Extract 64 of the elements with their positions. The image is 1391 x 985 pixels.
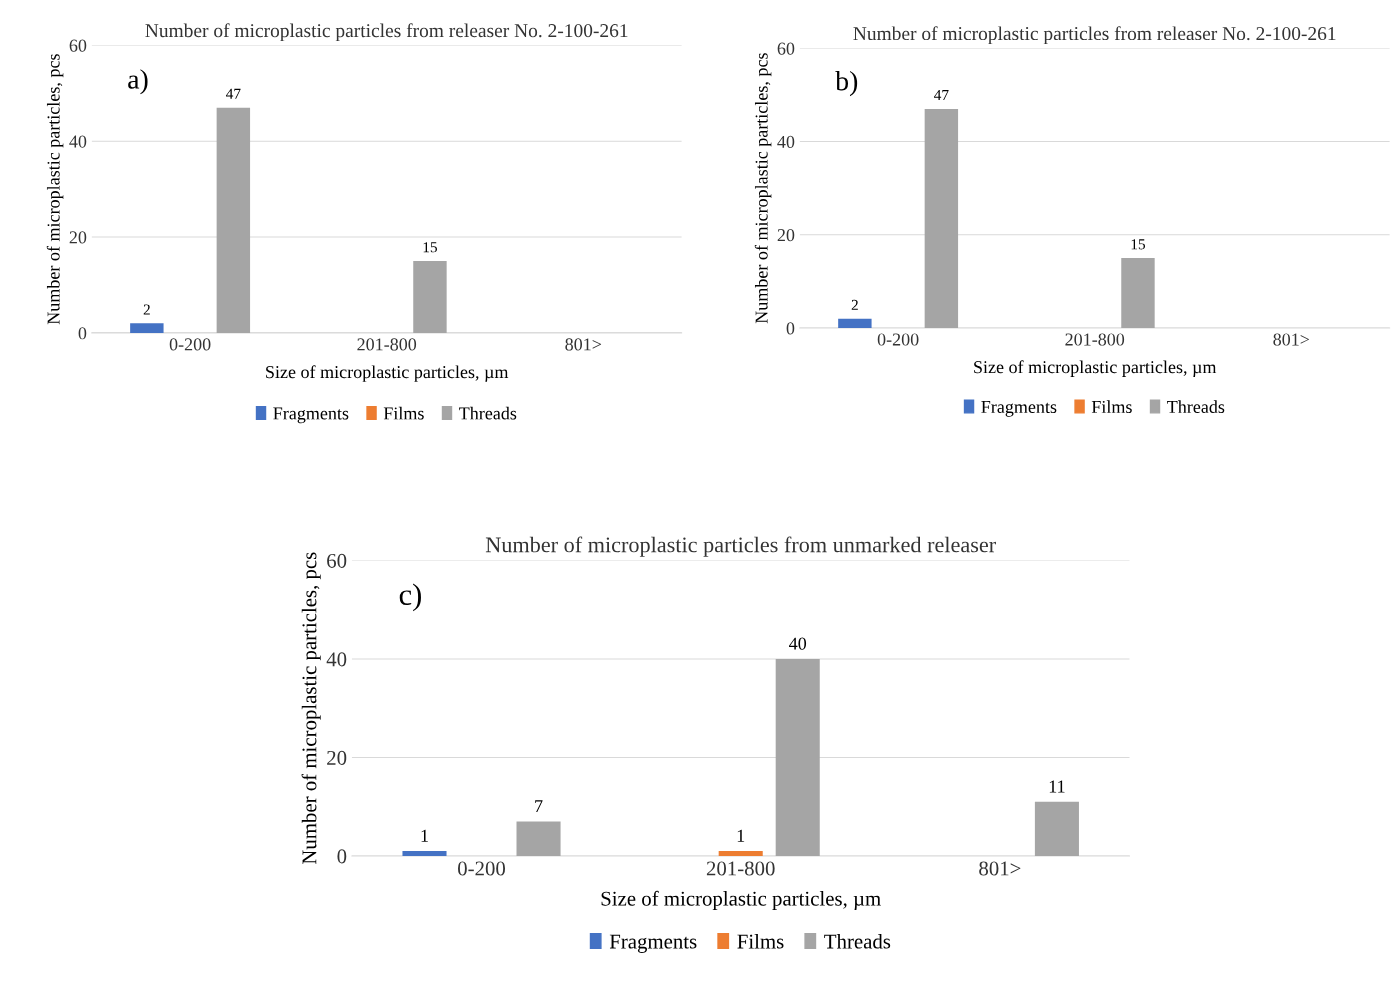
x-tick-label: 0-200 <box>458 861 506 876</box>
x-axis-title: Size of microplastic particles, µm <box>974 360 1217 377</box>
x-tick-label: 801> <box>1273 333 1310 346</box>
bar <box>775 658 820 856</box>
y-tick-label: 0 <box>337 849 347 864</box>
bar <box>1034 801 1079 856</box>
bar <box>130 323 164 333</box>
data-label: 1 <box>421 829 428 842</box>
bar <box>718 851 763 856</box>
x-tick-label: 201-800 <box>357 338 417 351</box>
annotation: b) <box>835 70 858 97</box>
data-label: 47 <box>226 88 241 99</box>
chart-title: Number of microplastic particles from unmarked releaser <box>485 536 996 557</box>
legend-label: Films <box>1091 400 1132 414</box>
y-tick-label: 60 <box>777 42 795 55</box>
legend-label: Fragments <box>273 407 349 424</box>
bar <box>216 107 251 333</box>
y-tick-label: 0 <box>786 322 795 335</box>
data-label: 7 <box>535 800 543 813</box>
data-label: 11 <box>1049 780 1065 793</box>
y-tick-label: 20 <box>777 229 795 242</box>
data-label: 1 <box>737 829 745 842</box>
legend-label: Fragments <box>981 401 1057 417</box>
x-axis-title: Size of microplastic particles, µm <box>601 890 881 910</box>
data-label: 2 <box>143 304 150 315</box>
legend-label: Films <box>383 406 424 420</box>
y-axis-title: Number of microplastic particles, pcs <box>754 53 772 324</box>
legend-label: Threads <box>1167 400 1225 414</box>
chart-title: Number of microplastic particles from releaser No. 2-100-261 <box>853 26 1336 45</box>
data-label: 2 <box>851 299 858 310</box>
annotation: a) <box>128 69 148 95</box>
data-label: 47 <box>934 90 949 101</box>
x-tick-label: 801> <box>565 338 602 351</box>
x-tick-label: 201-800 <box>1065 333 1125 346</box>
x-tick-label: 201-800 <box>706 861 775 876</box>
bar <box>1121 258 1155 328</box>
x-tick-label: 801> <box>979 861 1021 876</box>
x-tick-label: 0-200 <box>877 333 919 346</box>
y-tick-label: 20 <box>327 750 347 765</box>
y-tick-label: 40 <box>326 652 347 667</box>
data-label: 15 <box>1131 239 1146 250</box>
annotation: c) <box>399 583 421 612</box>
bar <box>838 318 872 328</box>
y-tick-label: 60 <box>69 39 87 52</box>
y-tick-label: 60 <box>327 553 347 568</box>
bar <box>413 261 447 333</box>
bar <box>402 851 447 856</box>
x-tick-label: 0-200 <box>169 338 211 351</box>
legend-label: Threads <box>459 406 517 420</box>
legend-label: Films <box>737 933 784 949</box>
legend-label: Fragments <box>609 934 697 953</box>
y-tick-label: 0 <box>78 327 87 340</box>
y-axis-title: Number of microplastic particles, pcs <box>46 54 64 325</box>
y-tick-label: 40 <box>69 135 87 148</box>
data-label: 40 <box>789 637 807 650</box>
bar <box>516 821 561 856</box>
x-axis-title: Size of microplastic particles, µm <box>266 365 509 382</box>
y-axis-title: Number of microplastic particles, pcs <box>301 552 321 865</box>
bar <box>924 108 959 328</box>
y-tick-label: 20 <box>69 231 87 244</box>
chart-title: Number of microplastic particles from releaser No. 2-100-261 <box>145 23 628 42</box>
legend-label: Threads <box>824 933 891 949</box>
data-label: 15 <box>423 242 437 253</box>
y-tick-label: 40 <box>777 135 795 148</box>
